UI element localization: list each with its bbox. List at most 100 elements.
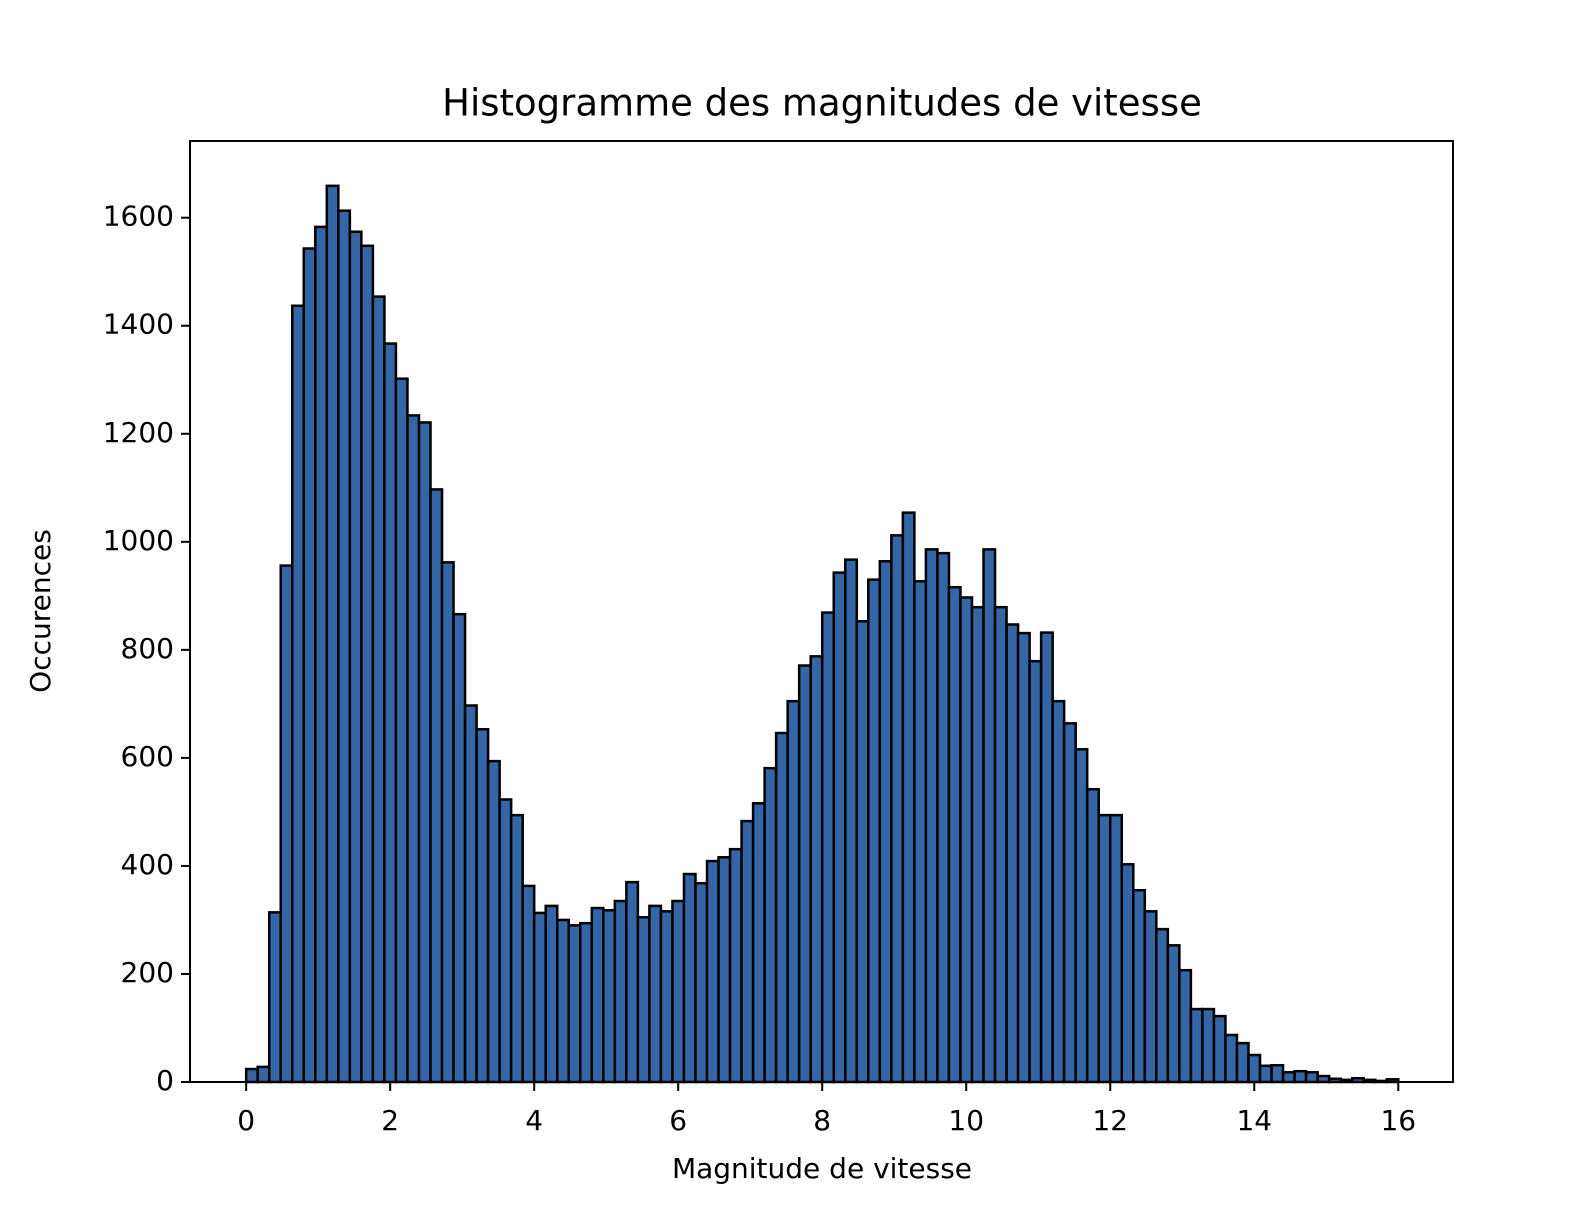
bar bbox=[486, 759, 501, 1084]
x-tick-label: 16 bbox=[1380, 1104, 1416, 1137]
bar bbox=[1016, 631, 1031, 1084]
bar bbox=[820, 611, 835, 1084]
bar bbox=[417, 421, 432, 1084]
bar bbox=[463, 704, 478, 1084]
bar bbox=[256, 1065, 271, 1084]
x-tick-label: 4 bbox=[525, 1104, 543, 1137]
bar bbox=[555, 918, 571, 1084]
bar bbox=[302, 247, 317, 1084]
bar bbox=[648, 904, 663, 1084]
bar bbox=[1155, 927, 1170, 1084]
y-tick-label: 1600 bbox=[103, 200, 174, 233]
bar bbox=[579, 921, 594, 1084]
bar bbox=[406, 414, 421, 1084]
y-tick-label: 1400 bbox=[103, 308, 174, 341]
bar bbox=[1212, 1014, 1227, 1084]
bar bbox=[1304, 1071, 1319, 1084]
bar bbox=[728, 847, 743, 1084]
bar bbox=[1097, 813, 1112, 1084]
bar bbox=[279, 564, 294, 1084]
x-tick-label: 6 bbox=[669, 1104, 687, 1137]
bar bbox=[509, 813, 524, 1084]
bar bbox=[959, 596, 974, 1084]
bar bbox=[982, 548, 997, 1084]
bar bbox=[1074, 747, 1089, 1084]
y-axis-label: Occurences bbox=[24, 529, 57, 693]
bar bbox=[244, 1067, 259, 1084]
bar bbox=[290, 304, 306, 1084]
bar bbox=[383, 342, 398, 1084]
bar bbox=[970, 605, 985, 1084]
y-tick-label: 800 bbox=[121, 632, 174, 665]
bar bbox=[763, 766, 778, 1084]
bar bbox=[532, 911, 547, 1084]
bar bbox=[440, 561, 455, 1084]
bar bbox=[936, 551, 951, 1084]
bar bbox=[590, 906, 605, 1084]
bar bbox=[947, 585, 962, 1084]
bar bbox=[1132, 888, 1147, 1084]
bar bbox=[1143, 910, 1158, 1084]
bar bbox=[1108, 813, 1124, 1084]
bar bbox=[890, 534, 905, 1084]
bar bbox=[751, 802, 766, 1084]
bar bbox=[602, 908, 617, 1084]
bar bbox=[348, 230, 363, 1084]
y-tick-label: 200 bbox=[121, 956, 174, 989]
bar bbox=[832, 571, 847, 1084]
bar bbox=[325, 184, 340, 1084]
bar bbox=[1270, 1064, 1285, 1084]
bar bbox=[1201, 1007, 1216, 1084]
bar bbox=[694, 881, 709, 1084]
x-tick-label: 10 bbox=[948, 1104, 984, 1137]
bar bbox=[625, 880, 640, 1084]
bar bbox=[1028, 659, 1043, 1084]
bar bbox=[567, 924, 582, 1084]
bar bbox=[671, 899, 686, 1084]
bar bbox=[844, 558, 859, 1084]
bar bbox=[855, 619, 870, 1084]
y-tick-label: 0 bbox=[156, 1064, 174, 1097]
bar bbox=[267, 911, 282, 1084]
bar bbox=[924, 548, 939, 1084]
bar bbox=[1258, 1064, 1273, 1084]
bar bbox=[1062, 722, 1077, 1084]
bar bbox=[1120, 863, 1135, 1084]
bar bbox=[1166, 944, 1181, 1084]
bar bbox=[659, 910, 674, 1084]
bar bbox=[878, 560, 893, 1084]
bar bbox=[1178, 968, 1193, 1084]
x-axis-label: Magnitude de vitesse bbox=[672, 1152, 972, 1185]
bar bbox=[774, 731, 789, 1084]
bar bbox=[682, 872, 697, 1084]
bar bbox=[314, 225, 329, 1084]
bar bbox=[740, 819, 755, 1084]
bar bbox=[498, 798, 513, 1084]
bar bbox=[360, 244, 375, 1084]
bar bbox=[1235, 1041, 1250, 1084]
bar bbox=[636, 915, 651, 1084]
x-tick-label: 2 bbox=[381, 1104, 399, 1137]
bar bbox=[1247, 1053, 1262, 1084]
bar bbox=[913, 579, 928, 1084]
bar bbox=[717, 856, 732, 1084]
x-tick-label: 14 bbox=[1236, 1104, 1272, 1137]
x-tick-label: 12 bbox=[1092, 1104, 1128, 1137]
bar bbox=[1224, 1033, 1239, 1084]
bar bbox=[1189, 1007, 1204, 1084]
y-tick-label: 1200 bbox=[103, 416, 174, 449]
bar bbox=[544, 904, 559, 1084]
bar bbox=[1085, 787, 1100, 1084]
bar bbox=[1005, 623, 1020, 1084]
bar bbox=[394, 377, 409, 1084]
bar bbox=[809, 655, 824, 1084]
bar bbox=[371, 295, 386, 1084]
x-tick-label: 0 bbox=[237, 1104, 255, 1137]
x-tick-label: 8 bbox=[813, 1104, 831, 1137]
y-tick-label: 1000 bbox=[103, 524, 174, 557]
bar bbox=[613, 899, 628, 1084]
y-tick-label: 400 bbox=[121, 848, 174, 881]
bar bbox=[475, 728, 490, 1084]
chart-title: Histogramme des magnitudes de vitesse bbox=[442, 82, 1202, 125]
